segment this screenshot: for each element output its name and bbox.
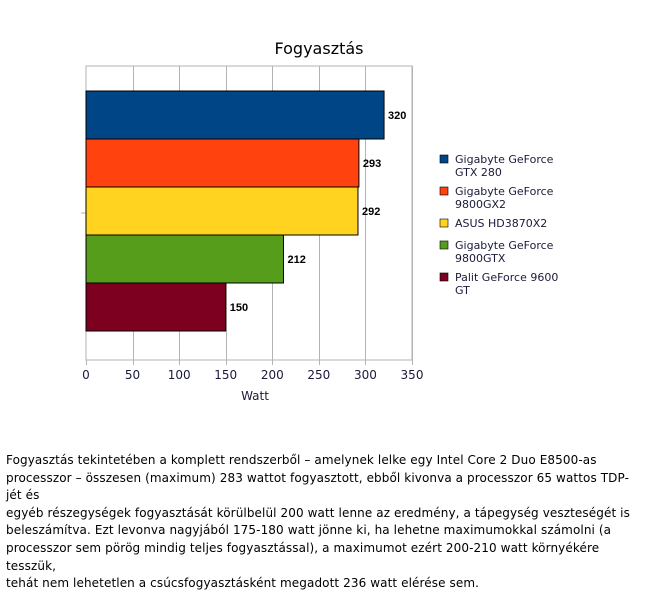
legend: Gigabyte GeForce GTX 280 Gigabyte GeForce 9… bbox=[439, 153, 558, 297]
legend-label: Gigabyte GeForce 9800GTX bbox=[455, 239, 554, 265]
x-tick-label: 250 bbox=[307, 368, 330, 382]
chart-title: Fogyasztás bbox=[275, 39, 364, 58]
article-line: processzor – összesen (maximum) 283 watt… bbox=[6, 470, 629, 503]
x-axis-title: Watt bbox=[241, 389, 269, 403]
article-line: egyéb részegységek fogyasztását körülbel… bbox=[6, 505, 630, 520]
bar bbox=[85, 138, 360, 188]
chart: Fogyasztás 320 293 292 212 150 0 50 100 150 200 2… bbox=[81, 39, 558, 403]
bar bbox=[85, 282, 227, 332]
legend-label: Gigabyte GeForce 9800GX2 bbox=[455, 185, 554, 211]
bar bbox=[85, 234, 284, 284]
legend-swatch bbox=[439, 272, 449, 282]
legend-label: Gigabyte GeForce GTX 280 bbox=[455, 153, 554, 179]
legend-swatch bbox=[439, 154, 449, 164]
x-tick-label: 350 bbox=[401, 368, 424, 382]
bar-value-label: 150 bbox=[230, 302, 248, 314]
bar-value-label: 212 bbox=[287, 254, 305, 266]
x-tick-label: 0 bbox=[82, 368, 90, 382]
x-tick-label: 100 bbox=[168, 368, 191, 382]
legend-swatch bbox=[439, 218, 449, 228]
article-paragraph: Fogyasztás tekintetében a komplett rends… bbox=[6, 452, 638, 593]
bar-value-label: 292 bbox=[362, 206, 380, 218]
article-line: tehát nem lehetetlen a csúcsfogyasztáské… bbox=[6, 576, 480, 591]
x-tick-label: 300 bbox=[354, 368, 377, 382]
legend-label: Palit GeForce 9600 GT bbox=[455, 271, 558, 297]
bar-value-label: 293 bbox=[363, 158, 381, 170]
x-tick-label: 150 bbox=[214, 368, 237, 382]
article-line: Fogyasztás tekintetében a komplett rends… bbox=[6, 453, 597, 467]
legend-label: ASUS HD3870X2 bbox=[455, 217, 547, 230]
bars bbox=[85, 90, 385, 332]
article-line: beleszámítva. Ezt levonva nagyjából 175-… bbox=[6, 523, 612, 538]
bar-value-label: 320 bbox=[388, 110, 406, 122]
x-tick-label: 50 bbox=[125, 368, 140, 382]
article-line: processzor sem pörög mindig teljes fogya… bbox=[6, 540, 600, 573]
x-axis-ticks: 0 50 100 150 200 250 300 350 bbox=[82, 360, 423, 382]
x-tick-label: 200 bbox=[261, 368, 284, 382]
bar bbox=[85, 186, 359, 236]
data-labels: 320 293 292 212 150 bbox=[230, 110, 407, 314]
legend-swatch bbox=[439, 240, 449, 250]
legend-swatch bbox=[439, 186, 449, 196]
bar bbox=[85, 90, 385, 140]
